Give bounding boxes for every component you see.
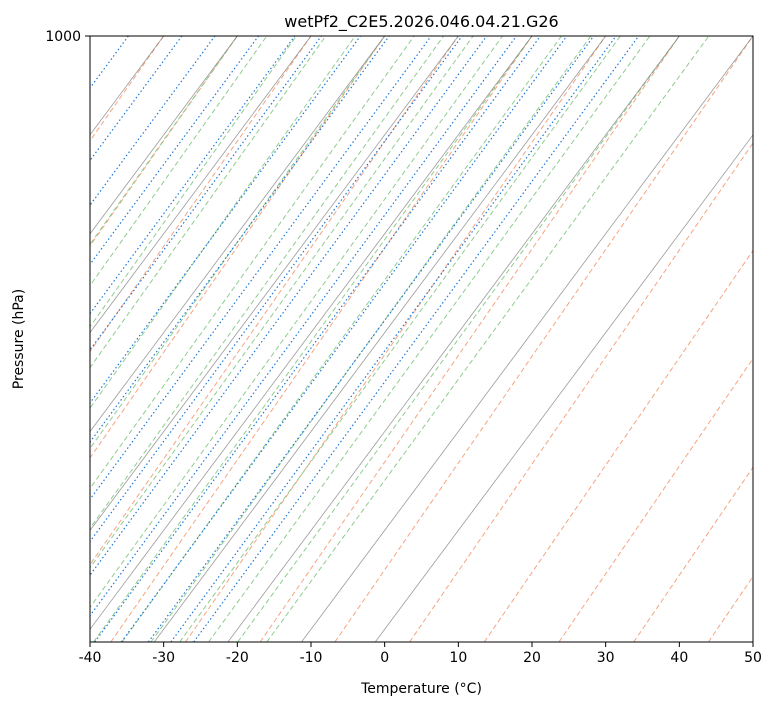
x-tick-label: 30 xyxy=(597,650,615,666)
y-axis-title: Pressure (hPa) xyxy=(11,289,27,389)
plot-frame xyxy=(89,35,754,643)
x-tick-label: -20 xyxy=(226,650,249,666)
plot-area xyxy=(90,36,753,642)
x-tick-label: 10 xyxy=(449,650,467,666)
x-tick-label: 50 xyxy=(744,650,762,666)
x-tick-label: 40 xyxy=(670,650,688,666)
x-axis-title: Temperature (°C) xyxy=(360,681,482,697)
y-axis: 1002003004005006007008009001000 xyxy=(45,29,90,45)
x-tick-label: 20 xyxy=(523,650,541,666)
chart-title: wetPf2_C2E5.2026.046.04.21.G26 xyxy=(284,12,558,32)
x-tick-label: -30 xyxy=(152,650,175,666)
x-tick-label: -40 xyxy=(79,650,102,666)
x-tick-label: -10 xyxy=(300,650,323,666)
x-tick-label: 0 xyxy=(380,650,389,666)
y-tick-label: 1000 xyxy=(45,29,81,45)
x-axis: -40 -30 -20 -10 0 10 20 30 40 50 xyxy=(79,642,762,666)
